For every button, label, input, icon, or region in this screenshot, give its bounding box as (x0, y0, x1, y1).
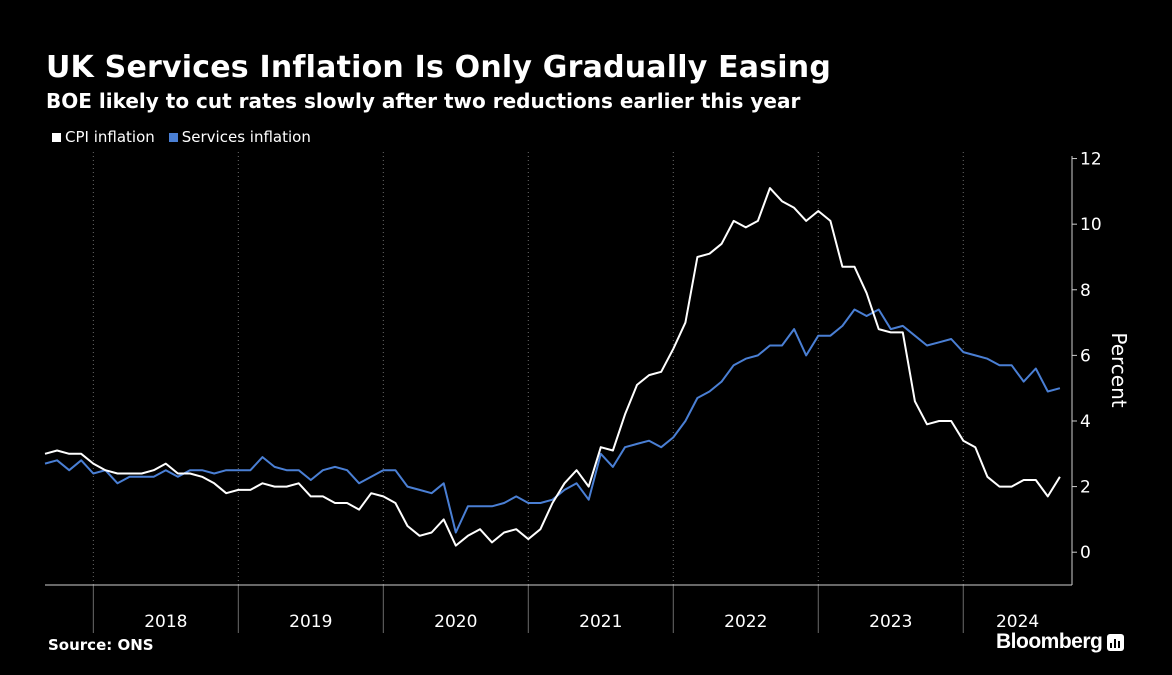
x-tick-label: 2022 (724, 612, 767, 632)
brand-name: Bloomberg (996, 630, 1103, 653)
series-lines (44, 187, 1061, 547)
bloomberg-chart-icon (1107, 633, 1125, 651)
y-tick-label: 6 (1080, 346, 1091, 366)
x-tick-label: 2023 (869, 612, 912, 632)
x-tick-label: 2018 (144, 612, 187, 632)
legend-label-cpi: CPI inflation (65, 128, 155, 146)
x-tick-label: 2024 (996, 612, 1039, 632)
x-tick-label: 2019 (289, 612, 332, 632)
chart-subtitle: BOE likely to cut rates slowly after two… (46, 89, 801, 113)
x-tick-label: 2020 (434, 612, 477, 632)
services-inflation-line (44, 308, 1061, 534)
source-note: Source: ONS (48, 636, 154, 654)
legend-label-services: Services inflation (181, 128, 311, 146)
x-tick-label: 2021 (579, 612, 622, 632)
y-tick-label: 10 (1080, 215, 1102, 235)
legend-swatch-services (168, 132, 178, 142)
cpi-inflation-line (44, 187, 1061, 547)
legend-item-cpi: CPI inflation (52, 128, 155, 146)
y-tick-label: 2 (1080, 478, 1091, 498)
axes: 2018 2019 2020 2021 2022 2023 2024 0 2 4 6 8 10 12 (45, 150, 1102, 633)
y-tick-label: 0 (1080, 543, 1091, 563)
legend-swatch-cpi (52, 132, 61, 142)
y-tick-label: 8 (1080, 281, 1091, 301)
bloomberg-logo: Bloomberg (996, 630, 1125, 654)
legend-item-services: Services inflation (168, 128, 311, 146)
grid (92, 152, 964, 585)
y-axis-label: Percent (1107, 332, 1131, 407)
y-tick-label: 12 (1080, 150, 1102, 170)
chart-title: UK Services Inflation Is Only Gradually … (46, 50, 832, 85)
y-tick-label: 4 (1080, 412, 1091, 432)
legend: CPI inflation Services inflation (52, 128, 325, 146)
